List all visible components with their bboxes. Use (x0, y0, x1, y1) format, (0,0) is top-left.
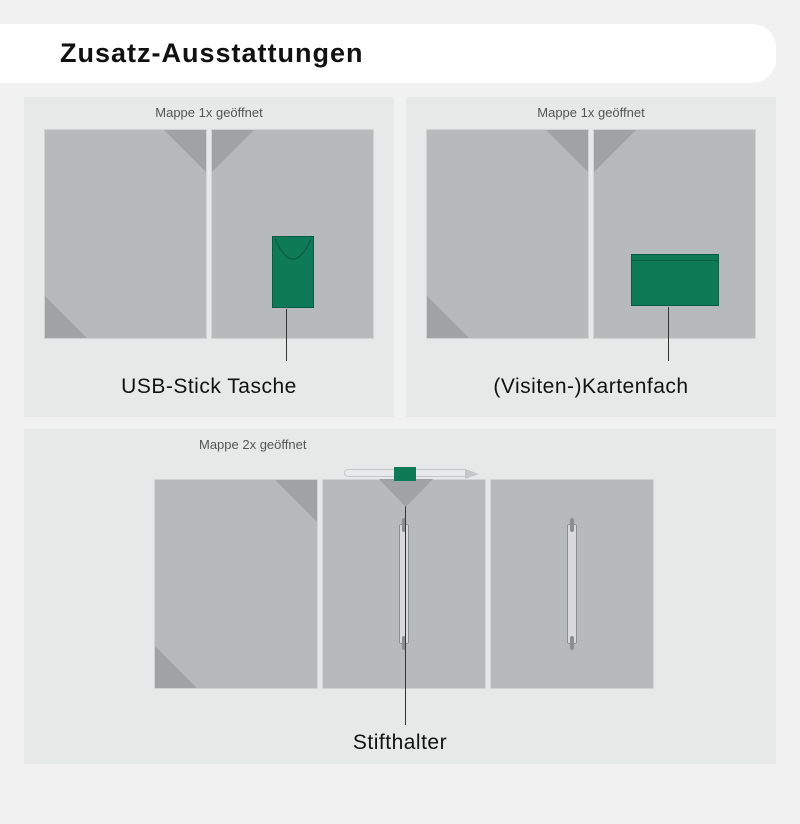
usb-pocket-icon (272, 236, 314, 308)
corner-icon (212, 130, 254, 172)
folder-page-left (426, 129, 589, 339)
caption-usb: USB-Stick Tasche (24, 375, 394, 399)
corner-icon (275, 480, 317, 522)
binder-icon (399, 524, 409, 644)
caption-card: (Visiten-)Kartenfach (406, 375, 776, 399)
binder-icon (567, 524, 577, 644)
folder-page-left (44, 129, 207, 339)
pointer-line (286, 309, 287, 361)
caption-pen: Stifthalter (24, 731, 776, 755)
panel-card: Mappe 1x geöffnet (Visiten-)Kartenfach (406, 97, 776, 417)
folder-usb (44, 129, 374, 339)
card-pocket-icon (631, 254, 719, 306)
sublabel-card: Mappe 1x geöffnet (406, 97, 776, 120)
top-row: Mappe 1x geöffnet USB-Stick Tasche Mappe… (0, 97, 800, 417)
corner-icon (546, 130, 588, 172)
pen-shadow-icon (379, 479, 433, 507)
folder-page-right (211, 129, 374, 339)
pointer-line (405, 481, 406, 725)
corner-icon (594, 130, 636, 172)
corner-icon (164, 130, 206, 172)
panel-usb: Mappe 1x geöffnet USB-Stick Tasche (24, 97, 394, 417)
pen-holder-icon (394, 467, 416, 481)
pointer-line (668, 307, 669, 361)
sublabel-usb: Mappe 1x geöffnet (24, 97, 394, 120)
corner-icon (45, 296, 87, 338)
folder-page-left (154, 479, 318, 689)
sublabel-pen: Mappe 2x geöffnet (199, 437, 306, 452)
bottom-row: Mappe 2x geöffnet Stifthalter (0, 417, 800, 764)
title-bar: Zusatz-Ausstattungen (0, 24, 776, 83)
corner-icon (427, 296, 469, 338)
corner-icon (155, 646, 197, 688)
folder-page-right (490, 479, 654, 689)
page-title: Zusatz-Ausstattungen (60, 38, 776, 69)
folder-page-mid (322, 479, 486, 689)
folder-card (426, 129, 756, 339)
panel-pen: Mappe 2x geöffnet Stifthalter (24, 429, 776, 764)
folder-page-right (593, 129, 756, 339)
folder-pen (154, 479, 654, 689)
